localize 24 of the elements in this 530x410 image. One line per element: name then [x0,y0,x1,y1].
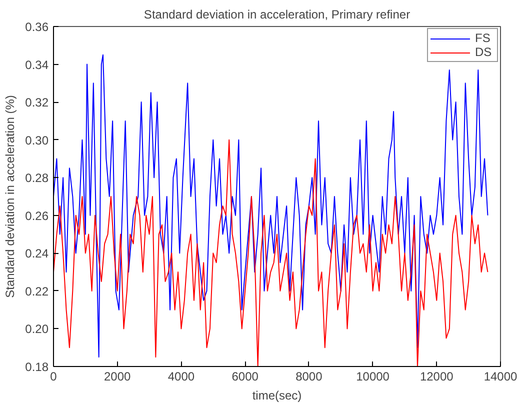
y-tick-label: 0.26 [25,208,49,223]
x-axis-title: time(sec) [252,388,302,402]
y-tick-label: 0.28 [25,171,49,186]
y-tick-label: 0.20 [25,322,49,336]
y-tick-label: 0.18 [25,360,49,374]
x-tick-label: 14000 [484,370,518,384]
x-tick-label: 6000 [232,370,259,384]
y-tick-label: 0.24 [25,246,49,261]
line-series [54,139,488,366]
x-tick-label: 2000 [104,370,132,384]
y-tick-label: 0.34 [25,58,49,72]
x-tick-label: 0 [50,370,58,384]
y-axis-title: Standard deviation in acceleration (%) [3,95,18,298]
chart-title: Standard deviation in acceleration, Primary refiner [144,8,410,22]
x-tick-label: 12000 [420,370,454,384]
legend-label: FS [475,31,492,45]
y-tick-label: 0.36 [25,20,49,34]
y-tick-label: 0.22 [25,284,49,298]
x-tick-label: 8000 [296,370,323,384]
y-tick-label: 0.30 [25,133,49,148]
x-tick-label: 4000 [168,370,195,384]
y-tick-label: 0.32 [25,96,49,110]
legend-label: DS [475,45,493,59]
x-tick-label: 10000 [356,370,390,384]
